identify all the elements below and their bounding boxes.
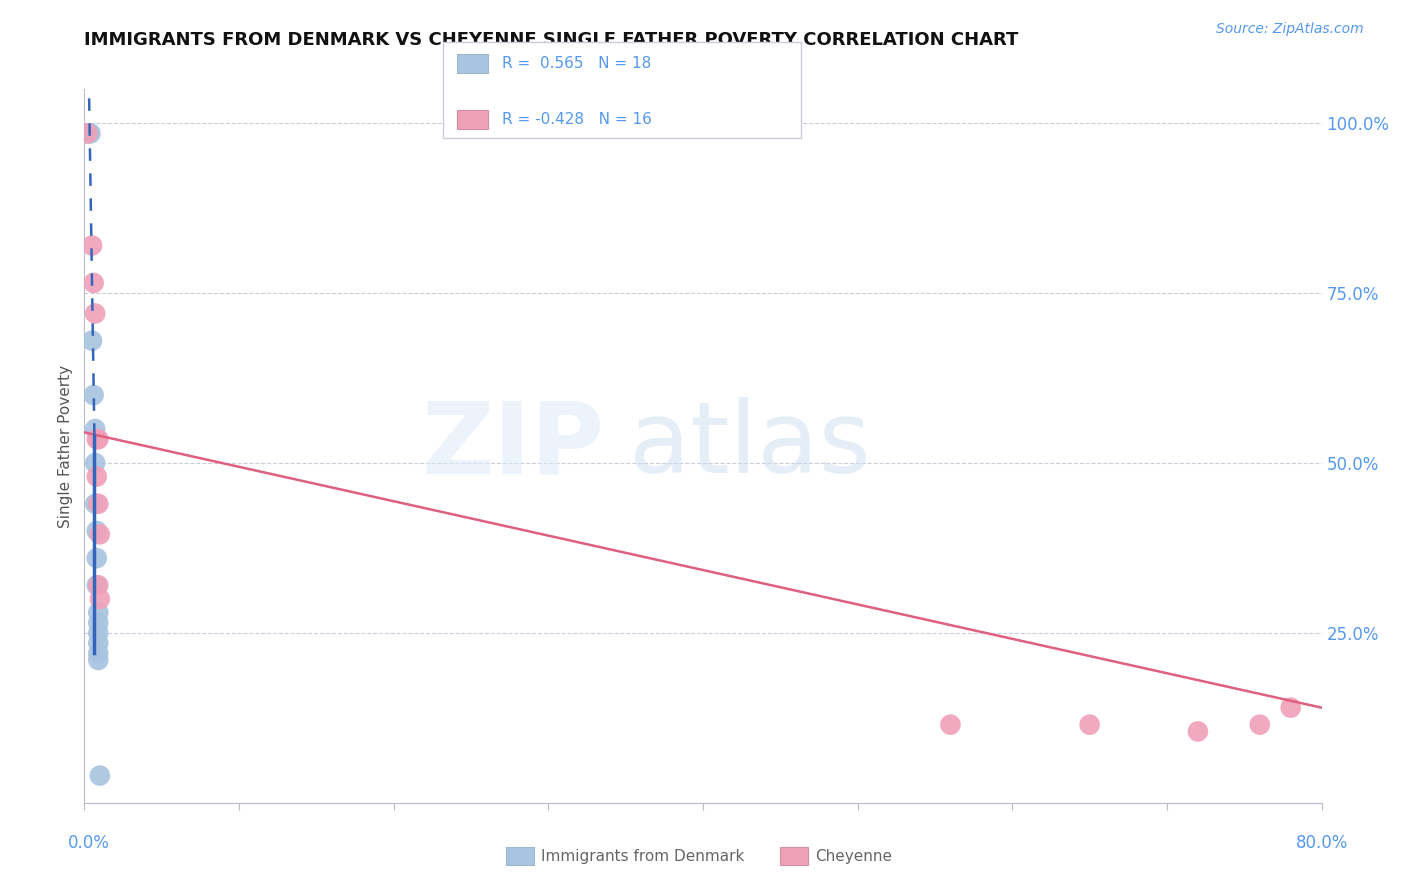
Point	[87, 646, 110, 660]
Point	[87, 497, 110, 511]
Point	[1249, 717, 1271, 731]
Point	[84, 456, 107, 470]
Text: R =  0.565   N = 18: R = 0.565 N = 18	[502, 56, 651, 70]
Point	[89, 527, 111, 541]
Text: R = -0.428   N = 16: R = -0.428 N = 16	[502, 112, 652, 127]
Point	[82, 238, 104, 252]
Text: 80.0%: 80.0%	[1295, 834, 1348, 852]
Point	[87, 606, 110, 620]
Text: IMMIGRANTS FROM DENMARK VS CHEYENNE SINGLE FATHER POVERTY CORRELATION CHART: IMMIGRANTS FROM DENMARK VS CHEYENNE SING…	[84, 31, 1019, 49]
Point	[87, 432, 110, 446]
Y-axis label: Single Father Poverty: Single Father Poverty	[58, 365, 73, 527]
Point	[83, 388, 105, 402]
Point	[87, 636, 110, 650]
Text: 0.0%: 0.0%	[67, 834, 110, 852]
Point	[86, 524, 108, 538]
Point	[75, 127, 97, 141]
Text: ZIP: ZIP	[422, 398, 605, 494]
Point	[89, 769, 111, 783]
Point	[82, 334, 104, 348]
Point	[1078, 717, 1101, 731]
Point	[84, 422, 107, 436]
Text: atlas: atlas	[628, 398, 870, 494]
Point	[84, 497, 107, 511]
Point	[89, 591, 111, 606]
Point	[939, 717, 962, 731]
Point	[86, 551, 108, 566]
Point	[84, 306, 107, 320]
Point	[87, 578, 110, 592]
Point	[86, 432, 108, 446]
Point	[86, 578, 108, 592]
Point	[87, 615, 110, 630]
Point	[76, 127, 98, 141]
Text: Source: ZipAtlas.com: Source: ZipAtlas.com	[1216, 21, 1364, 36]
Point	[86, 469, 108, 483]
Point	[87, 653, 110, 667]
Text: Immigrants from Denmark: Immigrants from Denmark	[541, 849, 745, 863]
Point	[87, 626, 110, 640]
Point	[1187, 724, 1209, 739]
Point	[83, 276, 105, 290]
Point	[79, 127, 101, 141]
Point	[1279, 700, 1302, 714]
Point	[77, 127, 100, 141]
Text: Cheyenne: Cheyenne	[815, 849, 893, 863]
